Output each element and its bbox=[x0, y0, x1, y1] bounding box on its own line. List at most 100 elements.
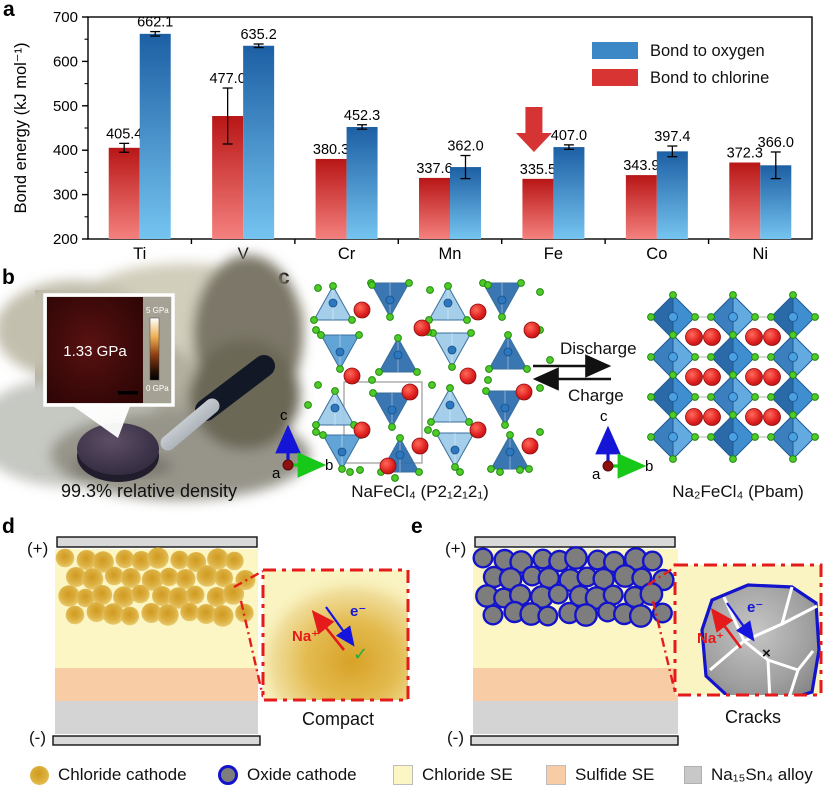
sulfide-se-layer bbox=[55, 668, 258, 701]
highlight-down-arrow bbox=[515, 107, 552, 152]
axis-b-left: b bbox=[325, 457, 334, 474]
check-mark: ✓ bbox=[353, 644, 369, 664]
axis-b-right: b bbox=[645, 458, 654, 475]
modulus-map bbox=[47, 297, 143, 403]
legend-item-sulfide-se: Sulfide SE bbox=[546, 763, 654, 787]
axis-a-right: a bbox=[592, 466, 601, 483]
zoom-line bbox=[647, 566, 676, 586]
svg-text:Ti: Ti bbox=[133, 245, 146, 263]
bar-Fe-chlorine bbox=[522, 178, 554, 239]
electron-label-e: e⁻ bbox=[747, 599, 764, 616]
crystal-structures bbox=[275, 279, 819, 482]
panel-letter-e: e bbox=[411, 515, 423, 538]
negative-electrode bbox=[52, 735, 261, 746]
charge-label: Charge bbox=[568, 386, 624, 405]
tweezers-tip bbox=[160, 398, 220, 451]
bond-energy-bar-chart: 200 300 400 500 600 700 Bond energy (kJ mol⁻¹)… bbox=[12, 9, 813, 263]
compact-inset bbox=[261, 568, 410, 702]
bar-Ni-chlorine bbox=[729, 162, 761, 239]
bar-Ti-chlorine bbox=[108, 147, 140, 239]
bar-Cr-chlorine bbox=[315, 158, 347, 239]
svg-text:Cr: Cr bbox=[338, 245, 356, 263]
bar-Fe-oxygen bbox=[553, 147, 585, 239]
value-label: 380.3 bbox=[313, 142, 349, 158]
positive-sign-e: (+) bbox=[445, 539, 467, 558]
relative-density-caption: 99.3% relative density bbox=[60, 481, 238, 501]
value-label: 343.9 bbox=[623, 158, 659, 174]
svg-text:Co: Co bbox=[646, 245, 667, 263]
value-label: 477.0 bbox=[209, 71, 245, 87]
svg-text:Ni: Ni bbox=[752, 245, 768, 263]
legend-label: Oxide cathode bbox=[247, 765, 357, 784]
scale-max-label: 5 GPa bbox=[146, 306, 169, 315]
chloride-cell-stack bbox=[52, 536, 261, 746]
value-label: 372.3 bbox=[727, 145, 763, 161]
legend-item-oxide-cathode: Oxide cathode bbox=[218, 763, 357, 787]
na15sn4-layer bbox=[55, 701, 258, 734]
bar-V-oxygen bbox=[243, 45, 275, 240]
callout-pointer bbox=[66, 401, 132, 438]
value-label: 362.0 bbox=[447, 139, 483, 155]
na-ion-label-e: Na⁺ bbox=[697, 630, 725, 647]
y-axis: 200 300 400 500 600 700 bbox=[53, 9, 88, 248]
oxide-cathode-swatch-icon bbox=[218, 765, 238, 785]
value-label: 335.5 bbox=[520, 162, 556, 178]
color-scale bbox=[149, 317, 160, 381]
modulus-value: 1.33 GPa bbox=[63, 343, 127, 360]
legend-item-chloride-se: Chloride SE bbox=[393, 763, 513, 787]
axis-c-right: c bbox=[600, 408, 608, 425]
negative-sign-d: (-) bbox=[29, 728, 46, 747]
chloride-cathode-swatch-icon bbox=[30, 765, 49, 785]
svg-text:500: 500 bbox=[53, 98, 78, 115]
chloride-cathode-particles bbox=[55, 547, 256, 627]
legend-item-chloride-cathode: Chloride cathode bbox=[30, 763, 187, 787]
sulfide-se-swatch-icon bbox=[546, 765, 566, 785]
zoom-line bbox=[239, 600, 265, 698]
svg-text:700: 700 bbox=[53, 9, 78, 26]
value-label: 397.4 bbox=[654, 129, 690, 145]
na-ion-arrow bbox=[710, 607, 743, 649]
svg-text:Bond to chlorine: Bond to chlorine bbox=[650, 69, 769, 87]
scale-bar bbox=[118, 391, 138, 395]
value-label: 635.2 bbox=[240, 27, 276, 43]
na2fecl4-label: Na₂FeCl₄ (Pbam) bbox=[672, 482, 804, 501]
cross-mark: × bbox=[762, 645, 771, 662]
compact-caption: Compact bbox=[301, 709, 375, 729]
legend-item-alloy: Na₁₅Sn₄ alloy bbox=[684, 763, 813, 787]
sulfide-se-layer bbox=[473, 668, 678, 701]
pellet-photo: 1.33 GPa 5 GPa 0 GPa bbox=[0, 255, 310, 500]
value-label: 366.0 bbox=[758, 135, 794, 151]
legend-label: Chloride cathode bbox=[58, 765, 187, 784]
svg-text:V: V bbox=[238, 245, 249, 263]
chart-legend: Bond to oxygen Bond to chlorine bbox=[592, 42, 769, 87]
svg-text:400: 400 bbox=[53, 142, 78, 159]
panel-letter-d: d bbox=[2, 515, 15, 538]
svg-text:Fe: Fe bbox=[544, 245, 563, 263]
electron-arrow bbox=[325, 606, 355, 647]
axis-c-left: c bbox=[280, 407, 288, 424]
scale-min-label: 0 GPa bbox=[146, 384, 169, 393]
legend-label: Sulfide SE bbox=[575, 765, 655, 784]
indentation-inset: 1.33 GPa 5 GPa 0 GPa bbox=[43, 293, 175, 407]
axis-triad-left bbox=[275, 424, 327, 478]
axis-a-left: a bbox=[272, 465, 281, 482]
value-label: 337.6 bbox=[416, 161, 452, 177]
value-label: 452.3 bbox=[344, 108, 380, 124]
alloy-swatch-icon bbox=[684, 766, 702, 784]
x-axis: Ti V Cr Mn Fe Co Ni bbox=[133, 239, 768, 263]
bar-Mn-chlorine bbox=[419, 177, 450, 239]
na15sn4-layer bbox=[473, 701, 678, 734]
discharge-label: Discharge bbox=[560, 339, 637, 358]
svg-text:Mn: Mn bbox=[439, 245, 462, 263]
zoom-line bbox=[233, 569, 264, 589]
svg-text:300: 300 bbox=[53, 187, 78, 204]
bars: 405.4 477.0 380.3 337.6 335.5 343.9 372.3 662.1… bbox=[106, 15, 794, 240]
svg-text:600: 600 bbox=[53, 53, 78, 70]
value-label: 405.4 bbox=[106, 126, 142, 142]
legend-label: Na₁₅Sn₄ alloy bbox=[711, 765, 813, 784]
battery-schematics bbox=[52, 536, 823, 746]
svg-text:Bond to oxygen: Bond to oxygen bbox=[650, 42, 765, 60]
bar-Cr-oxygen bbox=[346, 126, 378, 239]
chloride-se-swatch-icon bbox=[393, 765, 413, 785]
